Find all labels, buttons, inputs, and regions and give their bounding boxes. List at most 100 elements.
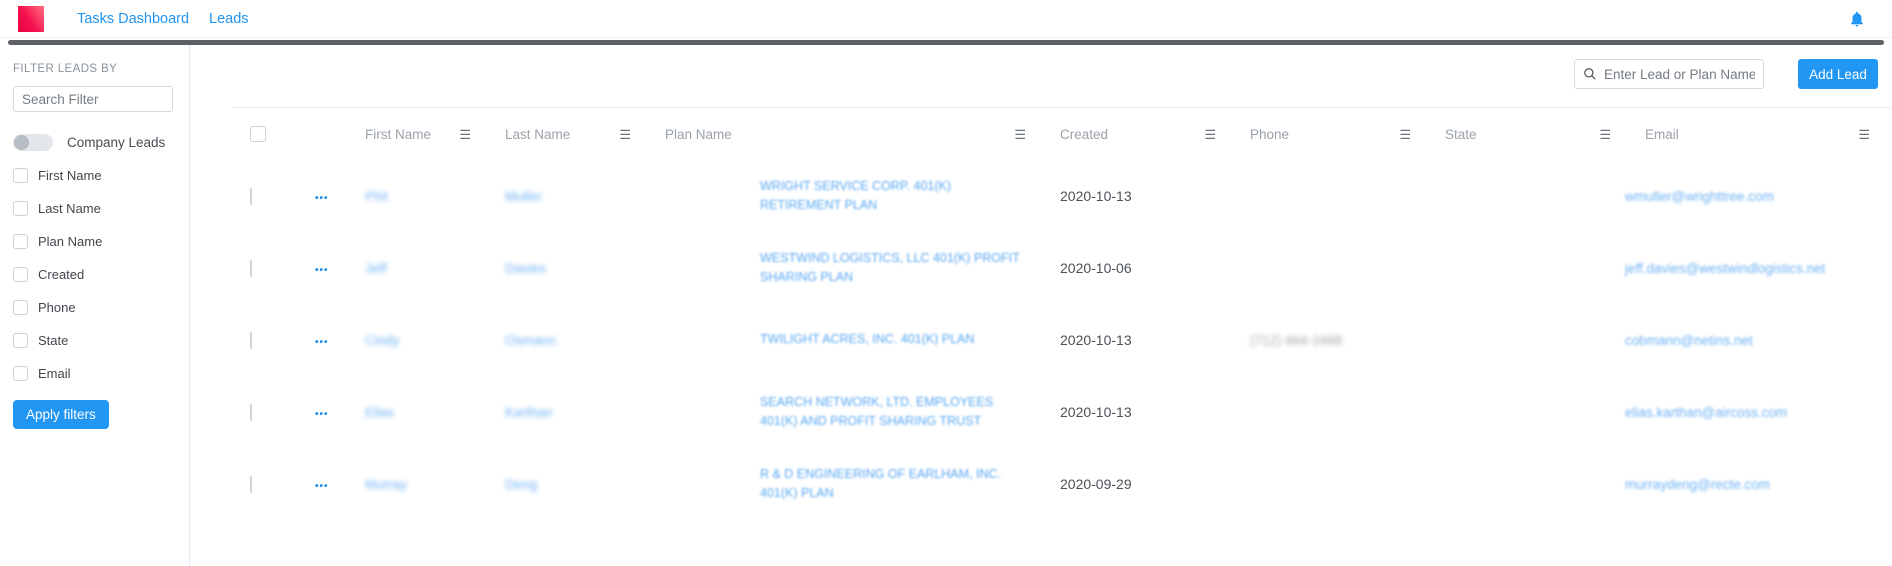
column-label: Last Name: [505, 126, 571, 142]
leads-main: Add Lead First Name ☰ Last Name ☰ Plan N…: [190, 45, 1892, 566]
cell-actions: •••: [295, 189, 345, 204]
column-menu-icon[interactable]: ☰: [1399, 126, 1411, 142]
filter-checkbox[interactable]: [13, 234, 28, 249]
plan-name-link[interactable]: TWILIGHT ACRES, INC. 401(K) PLAN: [760, 332, 975, 347]
top-nav: Tasks Dashboard Leads: [0, 0, 1892, 38]
filter-label: Last Name: [38, 201, 101, 216]
first-name-link[interactable]: Jeff: [365, 260, 387, 276]
first-name-link[interactable]: Cindy: [365, 332, 400, 348]
nav-link-leads[interactable]: Leads: [209, 10, 249, 27]
cell-created: 2020-10-06: [1060, 260, 1132, 276]
filter-checkbox[interactable]: [13, 300, 28, 315]
filter-checkbox-item[interactable]: Last Name: [13, 192, 175, 225]
row-checkbox[interactable]: [250, 259, 252, 277]
cell-first-name: Elias: [345, 405, 485, 420]
column-menu-icon[interactable]: ☰: [459, 126, 471, 142]
email-link[interactable]: murraydeng@recte.com: [1625, 476, 1771, 492]
cell-actions: •••: [295, 261, 345, 276]
first-name-link[interactable]: Phil: [365, 188, 388, 204]
cell-select: [250, 331, 295, 349]
filter-checkbox-item[interactable]: State: [13, 324, 175, 357]
filter-checkbox[interactable]: [13, 168, 28, 183]
plan-name-link[interactable]: WRIGHT SERVICE CORP. 401(K) RETIREMENT P…: [760, 178, 952, 212]
cell-actions: •••: [295, 477, 345, 492]
column-menu-icon[interactable]: ☰: [1014, 126, 1026, 142]
email-link[interactable]: elias.karthan@aircoss.com: [1625, 404, 1788, 420]
plan-name-link[interactable]: R & D ENGINEERING OF EARLHAM, INC. 401(K…: [760, 466, 1002, 500]
filter-checkbox-item[interactable]: Email: [13, 357, 175, 390]
cell-email: wmuller@wrighttree.com: [1625, 189, 1882, 204]
cell-plan-name: TWILIGHT ACRES, INC. 401(K) PLAN: [645, 330, 1040, 349]
row-checkbox[interactable]: [250, 475, 252, 493]
plan-name-link[interactable]: SEARCH NETWORK, LTD. EMPLOYEES 401(K) AN…: [760, 394, 994, 428]
row-checkbox[interactable]: [250, 331, 252, 349]
cell-last-name: Deng: [485, 477, 645, 492]
column-menu-icon[interactable]: ☰: [1204, 126, 1216, 142]
add-lead-button[interactable]: Add Lead: [1798, 59, 1878, 89]
table-row: ••• Cindy Osmann TWILIGHT ACRES, INC. 40…: [190, 304, 1892, 376]
cell-first-name: Jeff: [345, 261, 485, 276]
row-checkbox[interactable]: [250, 403, 252, 421]
row-actions-button[interactable]: •••: [315, 264, 329, 276]
filter-label: Phone: [38, 300, 76, 315]
email-link[interactable]: wmuller@wrighttree.com: [1625, 188, 1774, 204]
toggle-label: Company Leads: [67, 135, 166, 150]
cell-last-name: Karthan: [485, 405, 645, 420]
filter-checkbox-item[interactable]: Phone: [13, 291, 175, 324]
email-link[interactable]: cobmann@netins.net: [1625, 332, 1753, 348]
filter-sidebar: FILTER LEADS BY Company Leads First Name…: [0, 45, 190, 566]
cell-created: 2020-10-13: [1060, 332, 1132, 348]
row-actions-button[interactable]: •••: [315, 408, 329, 420]
select-all-checkbox[interactable]: [250, 126, 266, 142]
column-label: State: [1445, 126, 1477, 142]
filter-checkbox-item[interactable]: First Name: [13, 159, 175, 192]
filter-checkbox[interactable]: [13, 201, 28, 216]
last-name-link[interactable]: Osmann: [505, 332, 557, 348]
column-menu-icon[interactable]: ☰: [619, 126, 631, 142]
column-label: Plan Name: [665, 126, 732, 142]
email-link[interactable]: jeff.davies@westwindlogistics.net: [1625, 260, 1826, 276]
row-actions-button[interactable]: •••: [315, 192, 329, 204]
phone-value: (712) 664-2488: [1250, 332, 1343, 348]
last-name-link[interactable]: Davies: [505, 260, 547, 276]
cell-select: [250, 259, 295, 277]
company-leads-toggle[interactable]: [13, 134, 53, 151]
cell-last-name: Davies: [485, 261, 645, 276]
last-name-link[interactable]: Muller: [505, 188, 542, 204]
header-cell-last-name: Last Name ☰: [485, 127, 645, 142]
filter-search-input[interactable]: [13, 86, 173, 112]
cell-last-name: Osmann: [485, 333, 645, 348]
plan-name-link[interactable]: WESTWIND LOGISTICS, LLC 401(K) PROFIT SH…: [760, 250, 1020, 284]
filter-checkbox[interactable]: [13, 267, 28, 282]
row-actions-button[interactable]: •••: [315, 480, 329, 492]
column-label: First Name: [365, 126, 432, 142]
nav-link-tasks-dashboard[interactable]: Tasks Dashboard: [77, 10, 190, 27]
cell-created: 2020-09-29: [1060, 476, 1132, 492]
filter-checkbox-item[interactable]: Plan Name: [13, 225, 175, 258]
row-checkbox[interactable]: [250, 187, 252, 205]
table-row: ••• Jeff Davies WESTWIND LOGISTICS, LLC …: [190, 232, 1892, 304]
table-row: ••• Phil Muller WRIGHT SERVICE CORP. 401…: [190, 160, 1892, 232]
page-content: FILTER LEADS BY Company Leads First Name…: [0, 45, 1892, 566]
filter-checkbox[interactable]: [13, 333, 28, 348]
filter-checkbox[interactable]: [13, 366, 28, 381]
cell-plan-name: SEARCH NETWORK, LTD. EMPLOYEES 401(K) AN…: [645, 393, 1040, 432]
first-name-link[interactable]: Murray: [365, 476, 408, 492]
header-cell-plan-name: Plan Name ☰: [645, 127, 1040, 142]
leads-toolbar: Add Lead: [190, 45, 1892, 89]
last-name-link[interactable]: Karthan: [505, 404, 553, 420]
column-menu-icon[interactable]: ☰: [1599, 126, 1611, 142]
row-actions-button[interactable]: •••: [315, 336, 329, 348]
last-name-link[interactable]: Deng: [505, 476, 538, 492]
horizontal-scrollbar[interactable]: [8, 40, 1884, 45]
table-header: First Name ☰ Last Name ☰ Plan Name ☰ Cre…: [190, 108, 1892, 160]
apply-filters-button[interactable]: Apply filters: [13, 400, 109, 429]
cell-email: elias.karthan@aircoss.com: [1625, 405, 1882, 420]
column-label: Email: [1645, 126, 1679, 142]
filter-checkbox-item[interactable]: Created: [13, 258, 175, 291]
column-menu-icon[interactable]: ☰: [1858, 126, 1870, 142]
first-name-link[interactable]: Elias: [365, 404, 395, 420]
lead-search-input[interactable]: [1604, 66, 1755, 82]
table-row: ••• Elias Karthan SEARCH NETWORK, LTD. E…: [190, 376, 1892, 448]
bell-icon[interactable]: [1848, 10, 1866, 28]
